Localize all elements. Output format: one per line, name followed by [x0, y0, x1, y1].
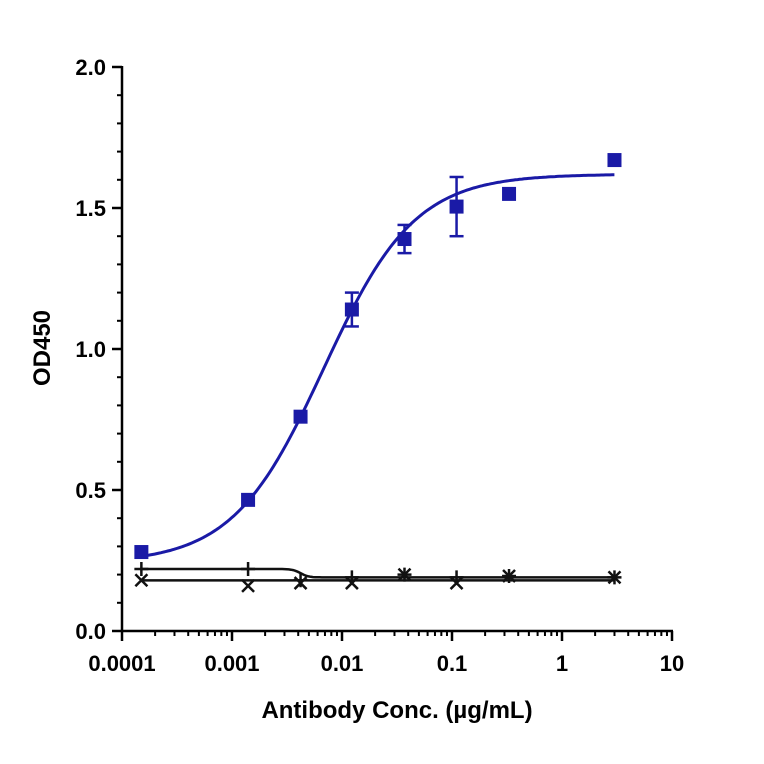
x-tick-label: 1 — [556, 651, 568, 676]
y-tick-label: 1.5 — [75, 196, 106, 221]
y-tick-label: 0.5 — [75, 478, 106, 503]
fit-curve-series-3 — [141, 567, 615, 579]
x-tick-label: 0.1 — [437, 651, 468, 676]
data-point-series-3 — [502, 569, 517, 584]
y-tick-label: 0.0 — [75, 619, 106, 644]
data-point-series-3 — [607, 570, 622, 585]
data-point-series-1 — [293, 409, 308, 424]
data-point-series-3 — [134, 561, 149, 576]
y-tick-label: 1.0 — [75, 337, 106, 362]
data-point-series-1 — [344, 302, 359, 317]
data-point-series-1 — [241, 492, 256, 507]
x-tick-label: 0.01 — [321, 651, 364, 676]
x-tick-label: 0.001 — [204, 651, 259, 676]
plot-area: 0.0 0.5 1.0 1.5 2.0 0.0001 0.001 0.01 0.1 1 10 — [75, 55, 684, 676]
data-point-series-1 — [607, 153, 622, 168]
data-point-series-1 — [397, 232, 412, 247]
x-tick-label: 10 — [660, 651, 684, 676]
data-point-series-3 — [241, 561, 256, 576]
data-point-series-3 — [449, 570, 464, 585]
data-point-series-1 — [502, 186, 517, 201]
data-point-series-1 — [134, 545, 149, 560]
data-point-series-2 — [241, 578, 255, 593]
data-point-series-3 — [344, 570, 359, 585]
data-point-series-1 — [449, 199, 464, 214]
data-point-series-3 — [293, 573, 308, 588]
y-tick-label: 2.0 — [75, 55, 106, 80]
data-point-series-3 — [397, 567, 412, 582]
x-axis-title: Antibody Conc. (µg/mL) — [261, 697, 532, 724]
x-tick-label: 0.0001 — [88, 651, 155, 676]
data-point-series-2 — [134, 573, 149, 588]
fit-curve-series-1 — [141, 173, 615, 558]
y-axis-title: OD450 — [29, 310, 56, 386]
